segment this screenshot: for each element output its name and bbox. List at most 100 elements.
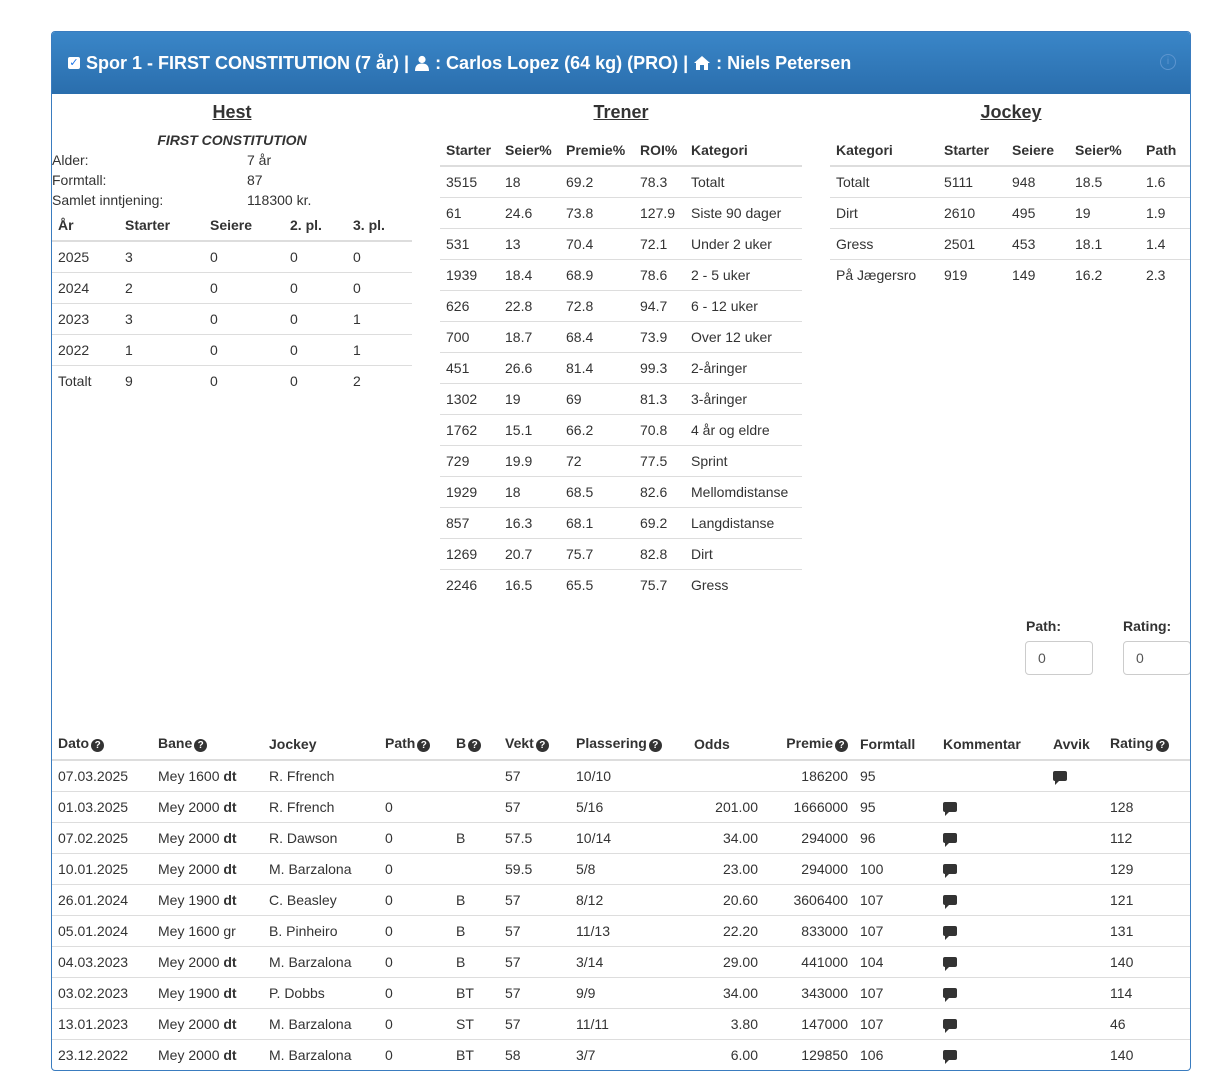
table-cell: 26.6 [499,351,560,383]
info-icon[interactable]: i [1160,54,1176,70]
help-icon[interactable]: ? [835,739,848,752]
table-cell: Sprint [685,444,802,476]
comment-icon[interactable] [943,832,957,847]
rating-input[interactable] [1123,641,1190,675]
b-cell: B [450,945,499,977]
table-cell: 72.8 [560,289,634,321]
table-row: 700 18.7 68.4 73.9 Over 12 uker [440,320,802,352]
odds-cell: 6.00 [680,1038,764,1070]
help-icon[interactable]: ? [468,739,482,752]
table-cell: 0 [204,302,284,334]
table-cell: 531 [440,227,499,259]
table-cell: 73.9 [634,320,685,352]
table-cell: 1939 [440,258,499,290]
kommentar-cell [937,1038,1047,1070]
table-cell: 68.9 [560,258,634,290]
column-header: Seiere [204,210,284,242]
table-cell: 2022 [52,333,119,365]
dato-cell: 13.01.2023 [52,1007,152,1039]
table-cell: 18 [505,173,521,190]
jockey-cell: B. Pinheiro [263,914,379,946]
bane-cell: Mey 1900 dt [152,976,263,1008]
column-header: Seier% [499,135,560,167]
track-surface: dt [223,953,237,970]
odds-cell: 201.00 [680,790,764,822]
column-header: 2. pl. [284,210,347,242]
table-cell: Totalt [691,173,725,190]
table-cell: Gress [830,227,938,259]
table-cell: 18.5 [1075,173,1103,190]
col-dato: Dato? [52,728,152,761]
table-cell: 16.3 [499,506,560,538]
col-vekt: Vekt? [499,728,570,761]
path-cell: 0 [379,852,450,884]
avvik-cell [1047,945,1104,977]
column-header: Starter [938,135,1006,167]
table-cell: 0 [284,364,347,396]
col-bane: Bane? [152,728,263,761]
plassering-cell: 8/12 [570,883,680,915]
track-surface: dt [223,1015,237,1032]
table-row: 61 24.6 73.8 127.9 Siste 90 dager [440,196,802,228]
table-cell: 1 [347,333,412,365]
column-header: Seier% [1069,135,1140,167]
jockey-cell: P. Dobbs [263,976,379,1008]
header-trainer-text: : Niels Petersen [716,52,852,73]
rating-cell [1104,760,1190,791]
jockey-cell: R. Ffrench [269,767,335,784]
path-cell: 0 [379,976,450,1008]
comment-icon[interactable] [943,894,957,909]
comment-icon[interactable] [943,925,957,940]
odds-cell: 20.60 [680,883,764,915]
select-checkbox[interactable]: ✓ [68,57,80,69]
table-row: Totalt 9 0 0 2 [52,364,412,396]
rating-label: Rating: [1123,618,1172,634]
help-icon[interactable]: ? [535,739,549,752]
table-cell: 4 år og eldre [685,413,802,445]
kommentar-cell [937,976,1047,1008]
table-row: Gress 2501 453 18.1 1.4 [830,227,1190,259]
panel-header: ✓ Spor 1 - FIRST CONSTITUTION (7 år) | :… [52,32,1190,94]
path-input[interactable] [1025,641,1093,675]
table-row: 857 16.3 68.1 69.2 Langdistanse [440,506,802,538]
table-cell: 69.2 [566,173,594,190]
table-row: Totalt 5111 948 18.5 1.6 [830,166,1190,197]
comment-icon[interactable] [943,801,957,816]
hest-info: FIRST CONSTITUTION Alder: 7 år Formtall: 87… [52,130,412,210]
help-icon[interactable]: ? [648,739,662,752]
table-cell: 15.1 [499,413,560,445]
vekt-cell: 57.5 [499,821,570,853]
comment-icon[interactable] [943,987,957,1002]
col-odds: Odds [680,728,764,761]
comment-icon[interactable] [1053,770,1067,785]
help-icon[interactable]: ? [91,739,105,752]
plassering-cell: 3/7 [570,1038,680,1070]
comment-icon[interactable] [943,1018,957,1033]
help-icon[interactable]: ? [1155,739,1169,752]
table-cell: 700 [440,320,499,352]
premie-cell: 186200 [801,767,848,784]
info-value: 7 år [247,152,272,168]
jockey-stats-table: Kategori Starter Seiere Seier% Path Totalt 511… [830,135,1190,290]
premie-cell: 129850 [764,1038,854,1070]
kommentar-cell [937,790,1047,822]
vekt-cell: 57 [505,767,521,784]
table-cell: 16.5 [499,568,560,600]
table-row: 729 19.9 72 77.5 Sprint [440,444,802,476]
table-cell: 18.1 [1069,227,1140,259]
comment-icon[interactable] [943,1049,957,1064]
comment-icon[interactable] [943,956,957,971]
help-icon[interactable]: ? [194,739,208,752]
hest-title: Hest [212,102,252,122]
kommentar-cell [937,760,1047,791]
comment-icon[interactable] [943,863,957,878]
help-icon[interactable]: ? [417,739,431,752]
dato-cell: 10.01.2025 [52,852,152,884]
table-cell: Dirt [830,196,938,228]
column-header: Kategori [830,135,938,167]
bane-cell: Mey 2000 dt [152,821,263,853]
bane-cell: Mey 1600 gr [152,914,263,946]
table-cell: 6 - 12 uker [685,289,802,321]
table-cell: 19 [499,382,560,414]
odds-cell: 3.80 [680,1007,764,1039]
